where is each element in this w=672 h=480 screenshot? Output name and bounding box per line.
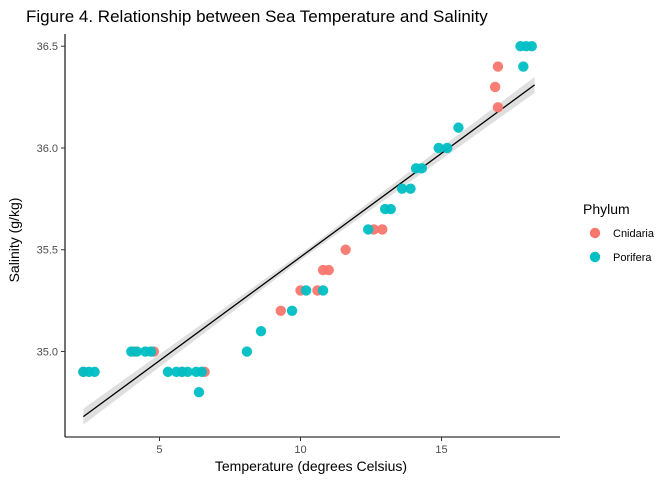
- point-porifera: [317, 285, 329, 296]
- point-cnidaria: [492, 61, 504, 72]
- point-porifera: [518, 61, 529, 72]
- legend-title: Phylum: [583, 201, 630, 217]
- legend-key-cnidaria: [589, 227, 601, 239]
- y-tick-label: 35.0: [37, 347, 58, 359]
- point-porifera: [241, 346, 253, 357]
- legend-key-porifera: [589, 251, 601, 263]
- x-axis-ticks: 5 10 15: [156, 437, 448, 456]
- trend-line: [82, 84, 536, 418]
- point-porifera: [396, 183, 408, 194]
- point-porifera: [255, 325, 267, 337]
- legend-label-cnidaria: Cnidaria: [613, 228, 655, 240]
- point-porifera: [193, 387, 205, 398]
- x-tick-label: 15: [435, 444, 447, 456]
- point-porifera: [196, 366, 207, 378]
- point-porifera: [526, 41, 537, 52]
- point-porifera: [363, 224, 374, 235]
- y-tick-label: 36.0: [37, 143, 58, 155]
- point-cnidaria: [340, 244, 351, 255]
- point-porifera: [441, 142, 453, 154]
- chart-title: Figure 4. Relationship between Sea Tempe…: [26, 7, 488, 26]
- x-tick-label: 10: [294, 444, 306, 456]
- point-porifera: [300, 285, 312, 296]
- point-porifera: [416, 163, 427, 174]
- point-porifera: [453, 122, 464, 133]
- point-cnidaria: [323, 264, 334, 276]
- data-points: [78, 41, 537, 398]
- point-cnidaria: [377, 224, 388, 235]
- point-porifera: [89, 366, 100, 378]
- y-axis-ticks: 35.0 35.5 36.0 36.5: [37, 41, 65, 359]
- legend: Phylum Cnidaria Porifera: [583, 201, 655, 264]
- point-cnidaria: [492, 102, 504, 113]
- y-tick-label: 36.5: [37, 41, 58, 53]
- point-porifera: [286, 305, 298, 317]
- point-porifera: [145, 346, 157, 357]
- point-porifera: [385, 203, 396, 215]
- y-axis-title: Salinity (g/kg): [6, 198, 22, 283]
- y-tick-label: 35.5: [37, 245, 58, 257]
- point-porifera: [182, 366, 193, 378]
- point-cnidaria: [275, 305, 286, 317]
- point-porifera: [131, 346, 143, 357]
- x-axis-title: Temperature (degrees Celsius): [215, 458, 407, 474]
- plot-area: [78, 41, 537, 425]
- legend-label-porifera: Porifera: [613, 252, 652, 264]
- point-cnidaria: [489, 81, 501, 93]
- point-porifera: [405, 183, 416, 194]
- point-porifera: [433, 142, 444, 154]
- point-porifera: [162, 366, 174, 378]
- x-tick-label: 5: [156, 444, 162, 456]
